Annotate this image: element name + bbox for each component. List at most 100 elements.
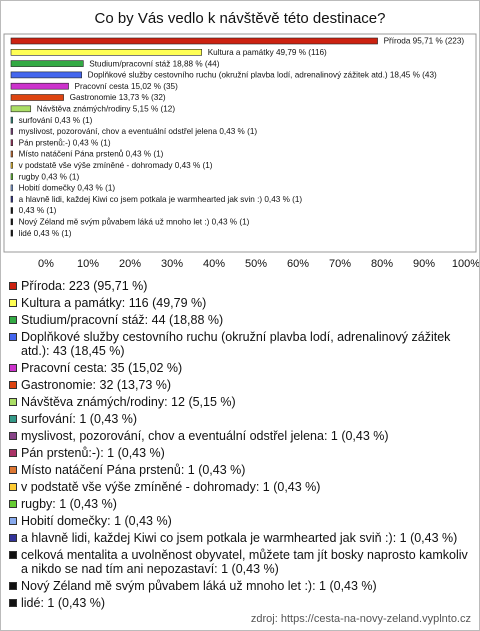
- legend-item: celková mentalita a uvolněnost obyvatel,…: [9, 548, 471, 576]
- bar: [10, 37, 378, 45]
- legend-swatch: [9, 364, 17, 372]
- bar-label: lidé 0,43 % (1): [19, 229, 72, 238]
- source: zdroj: https://cesta-na-novy-zeland.vypl…: [250, 613, 471, 625]
- bar-label: Pán prstenů:-) 0,43 % (1): [19, 137, 111, 147]
- legend-label: myslivost, pozorování, chov a eventuální…: [21, 429, 389, 443]
- legend-label: Místo natáčení Pána prstenů: 1 (0,43 %): [21, 463, 246, 477]
- x-tick-label: 20%: [119, 258, 141, 270]
- legend-swatch: [9, 432, 17, 440]
- legend-swatch: [9, 517, 17, 525]
- x-tick-label: 90%: [413, 258, 435, 270]
- x-tick-label: 70%: [329, 258, 351, 270]
- x-tick-label: 50%: [245, 258, 267, 270]
- legend-swatch: [9, 599, 17, 607]
- bar: [10, 139, 13, 146]
- legend-label: Nový Zéland mě svým půvabem láká už mnoh…: [21, 579, 377, 593]
- legend-swatch: [9, 282, 17, 290]
- legend-swatch: [9, 415, 17, 423]
- legend-swatch: [9, 582, 17, 590]
- legend-item: Kultura a památky: 116 (49,79 %): [9, 296, 471, 310]
- bar-label: myslivost, pozorování, chov a eventuální…: [19, 127, 258, 136]
- x-tick-label: 80%: [371, 258, 393, 270]
- legend-item: Pracovní cesta: 35 (15,02 %): [9, 361, 471, 375]
- legend-item: a hlavně lidi, každej Kiwi co jsem potka…: [9, 531, 471, 545]
- bar: [10, 150, 13, 158]
- bar-label: Gastronomie 13,73 % (32): [70, 93, 166, 102]
- legend-label: Doplňkové služby cestovního ruchu (okruž…: [21, 330, 451, 358]
- bar-label: Studium/pracovní stáž 18,88 % (44): [89, 59, 219, 68]
- legend-item: surfování: 1 (0,43 %): [9, 412, 471, 426]
- bar: [10, 195, 13, 203]
- legend-swatch: [9, 449, 17, 457]
- bar-label: v podstatě vše výše zmíněné - dohromady …: [19, 161, 213, 170]
- legend-swatch: [9, 333, 17, 341]
- legend-item: Hobití domečky: 1 (0,43 %): [9, 514, 471, 528]
- legend-item: Návštěva známých/rodiny: 12 (5,15 %): [9, 395, 471, 409]
- bar: [10, 218, 13, 226]
- bar: [10, 60, 84, 67]
- legend-item: lidé: 1 (0,43 %): [9, 596, 471, 610]
- bar: [10, 128, 13, 135]
- chart-title: Co by Vás vedlo k návštěvě této destinac…: [94, 10, 385, 27]
- legend-label: surfování: 1 (0,43 %): [21, 412, 138, 426]
- bar: [10, 229, 13, 237]
- x-tick-label: 40%: [203, 258, 225, 270]
- legend-item: myslivost, pozorování, chov a eventuální…: [9, 429, 471, 443]
- legend-label: Pán prstenů:-): 1 (0,43 %): [21, 446, 165, 460]
- bar: [10, 116, 13, 124]
- bar-label: 0,43 % (1): [19, 206, 57, 215]
- legend-item: rugby: 1 (0,43 %): [9, 497, 471, 511]
- bar: [10, 173, 13, 180]
- legend-swatch: [9, 466, 17, 474]
- bar: [10, 82, 69, 90]
- legend-item: Doplňkové služby cestovního ruchu (okruž…: [9, 330, 471, 358]
- legend-item: Příroda: 223 (95,71 %): [9, 279, 471, 293]
- legend-item: Místo natáčení Pána prstenů: 1 (0,43 %): [9, 463, 471, 477]
- legend-label: rugby: 1 (0,43 %): [21, 497, 117, 511]
- legend-swatch: [9, 316, 17, 324]
- legend-label: Návštěva známých/rodiny: 12 (5,15 %): [21, 395, 236, 409]
- x-tick-label: 30%: [161, 258, 183, 270]
- legend-item: v podstatě vše výše zmíněné - dohromady:…: [9, 480, 471, 494]
- bar-label: surfování 0,43 % (1): [19, 116, 93, 125]
- x-tick-label: 60%: [287, 258, 309, 270]
- legend-label: v podstatě vše výše zmíněné - dohromady:…: [21, 480, 321, 494]
- bar: [10, 94, 64, 101]
- legend-item: Pán prstenů:-): 1 (0,43 %): [9, 446, 471, 460]
- x-tick-label: 0%: [38, 258, 54, 270]
- legend-label: Gastronomie: 32 (13,73 %): [21, 378, 172, 392]
- legend-swatch: [9, 299, 17, 307]
- chart: Co by Vás vedlo k návštěvě této destinac…: [3, 10, 480, 270]
- bar-label: Hobití domečky 0,43 % (1): [19, 184, 116, 193]
- legend-item: Gastronomie: 32 (13,73 %): [9, 378, 471, 392]
- bar-label: Nový Zéland mě svým půvabem láká už mnoh…: [19, 216, 250, 226]
- legend-label: Studium/pracovní stáž: 44 (18,88 %): [21, 313, 224, 327]
- bar-label: a hlavně lidi, každej Kiwi co jsem potka…: [19, 195, 303, 204]
- legend-label: a hlavně lidi, každej Kiwi co jsem potka…: [21, 531, 458, 545]
- legend-item: Nový Zéland mě svým půvabem láká už mnoh…: [9, 579, 471, 593]
- bar: [10, 48, 202, 56]
- legend-swatch: [9, 483, 17, 491]
- bar: [10, 71, 82, 79]
- legend-label: celková mentalita a uvolněnost obyvatel,…: [21, 548, 468, 576]
- bar: [10, 207, 13, 214]
- legend-swatch: [9, 381, 17, 389]
- legend-swatch: [9, 500, 17, 508]
- bar-label: Místo natáčení Pána prstenů 0,43 % (1): [19, 149, 164, 159]
- bar-label: rugby 0,43 % (1): [19, 172, 80, 181]
- legend-label: Příroda: 223 (95,71 %): [21, 279, 148, 293]
- bar: [10, 162, 13, 169]
- bar-label: Pracovní cesta 15,02 % (35): [75, 82, 179, 91]
- bar-label: Návštěva známých/rodiny 5,15 % (12): [37, 104, 176, 113]
- x-tick-label: 100%: [452, 258, 479, 270]
- legend-label: Hobití domečky: 1 (0,43 %): [21, 514, 172, 528]
- bar: [10, 184, 13, 192]
- legend-swatch: [9, 551, 17, 559]
- bar-label: Doplňkové služby cestovního ruchu (okruž…: [88, 71, 437, 80]
- legend-label: Pracovní cesta: 35 (15,02 %): [21, 361, 183, 375]
- bar: [10, 105, 32, 113]
- legend-label: Kultura a památky: 116 (49,79 %): [21, 296, 207, 310]
- plot-panel: [3, 33, 477, 253]
- legend-swatch: [9, 398, 17, 406]
